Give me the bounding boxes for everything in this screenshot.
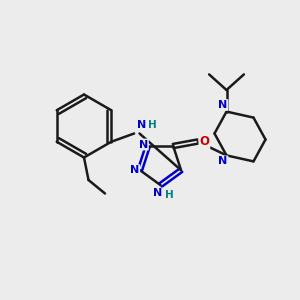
Text: N: N [139, 140, 148, 149]
Text: H: H [164, 190, 173, 200]
Text: O: O [200, 135, 209, 148]
Text: H: H [148, 120, 157, 130]
Text: N: N [154, 188, 163, 199]
Text: N: N [218, 156, 227, 167]
Text: N: N [218, 100, 227, 110]
Text: N: N [130, 165, 139, 175]
Text: N: N [137, 119, 146, 130]
